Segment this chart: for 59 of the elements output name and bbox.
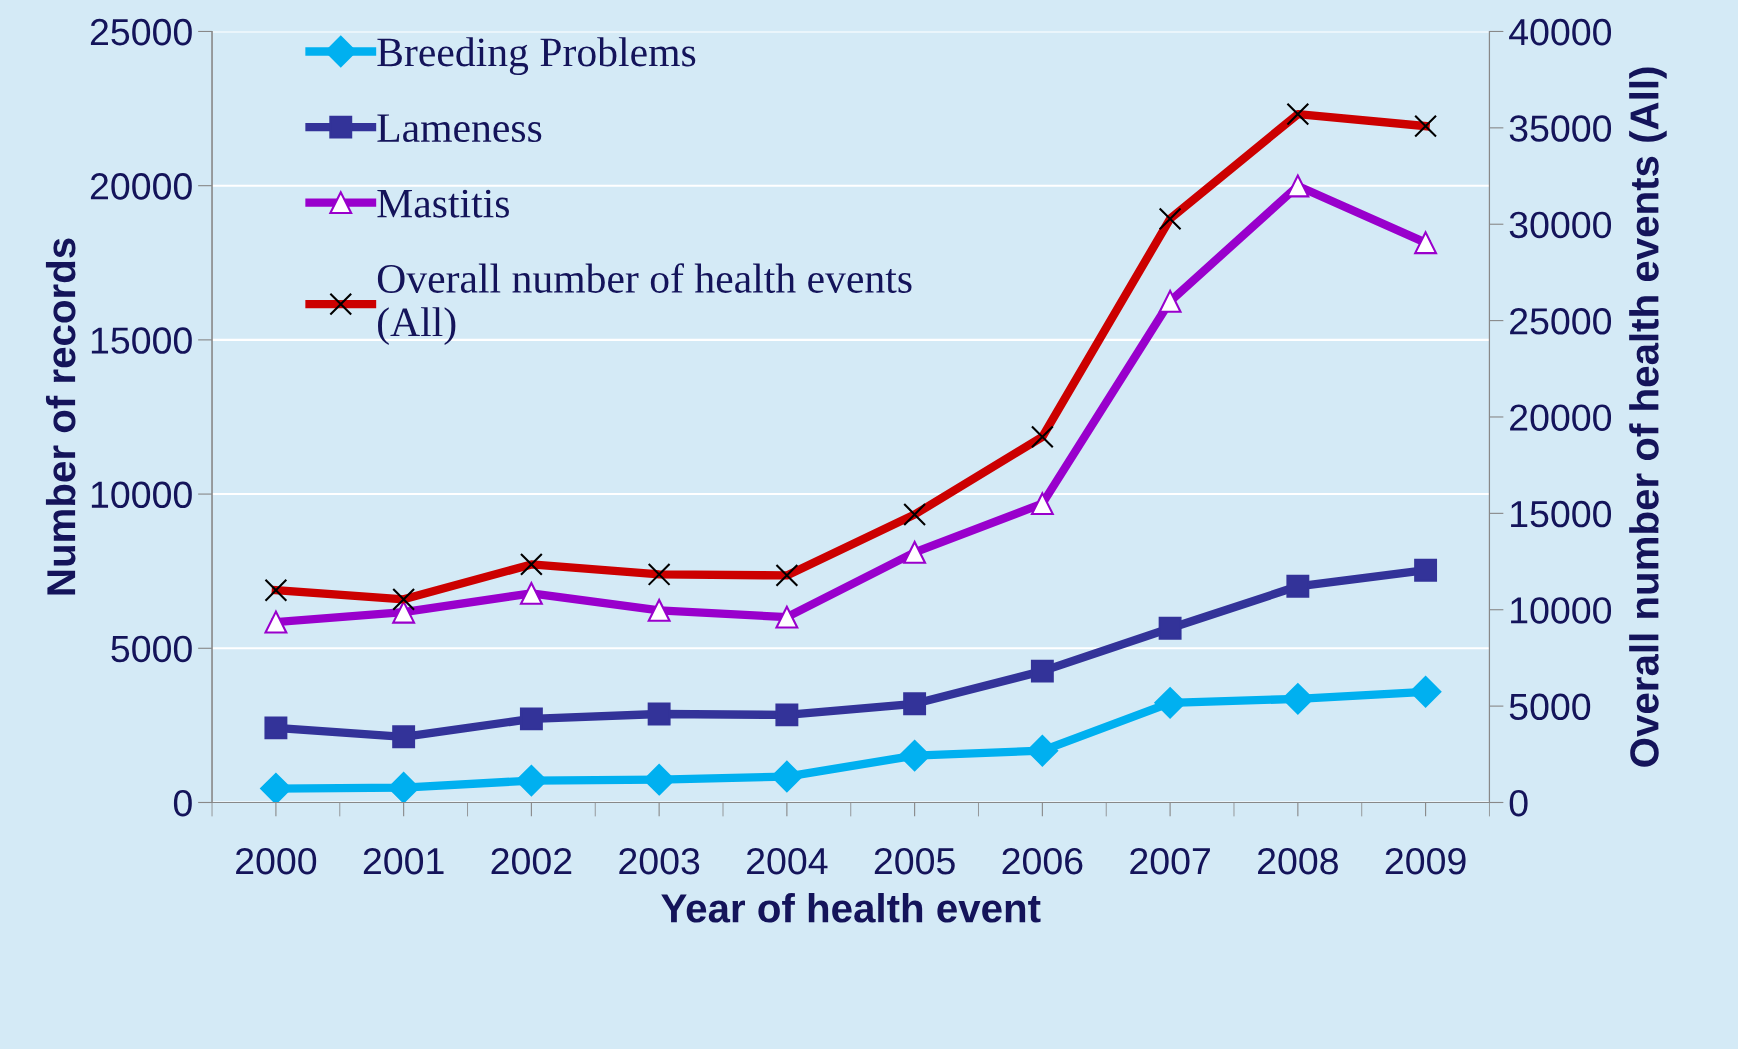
point (1286, 574, 1310, 598)
x-tick-label: 2001 (363, 847, 444, 875)
point (392, 725, 416, 749)
y2-axis-title: Overall number of health events (All) (1629, 67, 1667, 767)
point (647, 702, 671, 726)
x-tick-label: 2008 (1258, 847, 1338, 875)
point (643, 763, 675, 796)
point (903, 540, 927, 564)
x-tick-label: 2007 (1130, 847, 1210, 875)
y2-tick-label: 40000 (1509, 18, 1612, 46)
legend-label: Mastitis (377, 189, 509, 218)
x-tick-label: 2006 (1002, 847, 1083, 875)
point (1414, 231, 1438, 255)
x-tick-label: 2000 (236, 847, 317, 875)
point (775, 703, 799, 727)
y-tick-label: 0 (173, 789, 192, 817)
y2-tick-label: 15000 (1511, 500, 1612, 528)
y-axis-title: Number of records (45, 238, 76, 595)
point (1158, 289, 1182, 313)
x-tick-label: 2005 (874, 847, 955, 875)
point (1154, 687, 1186, 719)
legend-label: Overall number of health events (All) (377, 263, 912, 345)
y2-tick-label: 0 (1509, 789, 1528, 817)
point (1030, 492, 1054, 516)
point (1286, 174, 1310, 198)
y-tick-label: 15000 (91, 327, 192, 354)
point (1030, 659, 1054, 683)
x-tick-label: 2003 (619, 847, 700, 875)
point (264, 716, 288, 740)
y2-tick-label: 20000 (1510, 404, 1612, 431)
x-tick-label: 2002 (491, 847, 572, 875)
point (775, 605, 799, 629)
point (1282, 683, 1314, 715)
y2-tick-label: 25000 (1510, 308, 1612, 335)
x-tick-label: 2009 (1385, 847, 1466, 875)
y2-tick-label: 10000 (1511, 597, 1612, 624)
legend-label: Breeding Problems (377, 37, 696, 76)
y-tick-label: 20000 (90, 173, 192, 200)
point (392, 600, 416, 624)
point (519, 707, 543, 731)
x-tick-label: 2004 (747, 847, 828, 875)
y2-tick-label: 30000 (1509, 211, 1612, 239)
point (264, 610, 288, 634)
point (260, 772, 292, 803)
point (903, 692, 927, 716)
x-axis-title: Year of health event (661, 893, 1041, 923)
legend-label: Lameness (377, 114, 542, 143)
point (898, 739, 931, 772)
y-tick-label: 10000 (91, 481, 192, 509)
point (1409, 676, 1442, 708)
point (1158, 616, 1182, 640)
y2-tick-label: 35000 (1509, 115, 1612, 142)
point (771, 760, 803, 793)
point (1414, 558, 1438, 582)
point (647, 598, 671, 622)
y2-tick-label: 5000 (1509, 693, 1591, 721)
y-tick-label: 5000 (111, 635, 192, 663)
point (519, 581, 543, 605)
y-tick-label: 25000 (90, 18, 192, 46)
